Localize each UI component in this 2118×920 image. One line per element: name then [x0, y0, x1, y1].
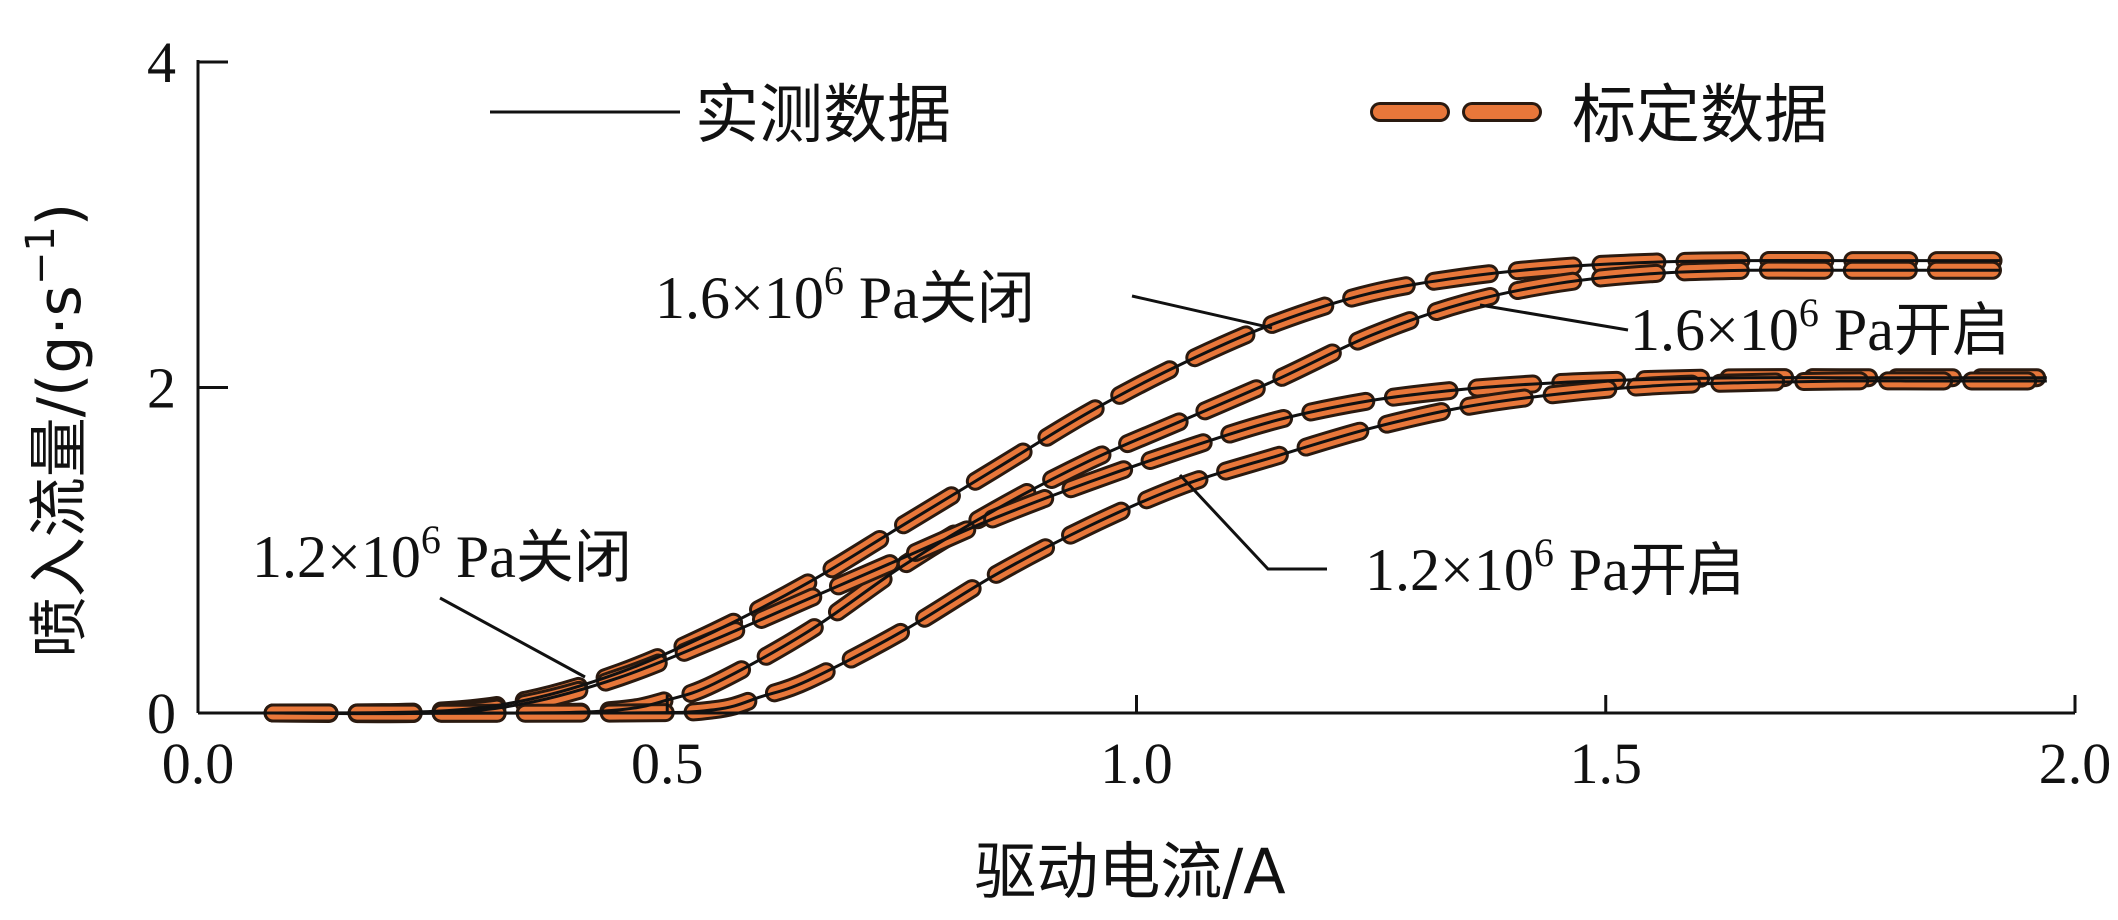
- annot-1-6-open-mantissa: 1.6×10: [1630, 297, 1799, 363]
- annot-1-2-close-state: 关闭: [516, 523, 632, 591]
- annot-1-6-open-state: 开启: [1894, 296, 2010, 364]
- y-axis-title: 喷入流量/(g·s−1): [18, 203, 95, 657]
- svg-text:1.6×106 Pa开启: 1.6×106 Pa开启: [1630, 290, 2010, 364]
- annot-1-2-open-mantissa: 1.2×10: [1365, 537, 1534, 603]
- annotation-1-2-open: 1.2×106 Pa开启: [1178, 473, 1745, 604]
- x-tick-label: 0.5: [631, 731, 704, 796]
- annotation-1-2-close: 1.2×106 Pa关闭: [252, 517, 632, 679]
- annot-1-6-close-exp: 6: [824, 258, 844, 303]
- series-measured-c16_open: [273, 268, 2000, 715]
- y-axis-title-close: ): [25, 203, 95, 226]
- svg-text:1.6×106 Pa关闭: 1.6×106 Pa关闭: [655, 258, 1035, 332]
- legend-measured-label: 实测数据: [695, 79, 951, 153]
- annot-1-2-close-exp: 6: [421, 517, 441, 562]
- y-axis-title-sup: −1: [18, 226, 64, 285]
- plot-area: [263, 250, 2057, 724]
- annot-1-2-close-unit: Pa: [441, 524, 516, 590]
- y-tick-label: 4: [147, 30, 176, 95]
- annot-1-6-close-unit: Pa: [844, 265, 919, 331]
- annot-1-2-open-state: 开启: [1629, 536, 1745, 604]
- x-tick-label: 1.5: [1570, 731, 1643, 796]
- y-axis-title-main: 喷入流量/(g·s: [25, 285, 95, 657]
- annot-1-2-close-mantissa: 1.2×10: [252, 524, 421, 590]
- y-tick-label: 2: [147, 356, 176, 421]
- annot-1-6-close-state: 关闭: [919, 264, 1035, 332]
- y-tick-label: 0: [147, 681, 176, 746]
- axes: 0.0 0.5 1.0 1.5 2.0 0 2 4: [147, 30, 2111, 796]
- annot-1-6-open-unit: Pa: [1819, 297, 1894, 363]
- annot-1-6-close-mantissa: 1.6×10: [655, 265, 824, 331]
- annot-1-6-open-exp: 6: [1799, 290, 1819, 335]
- series-measured-c16_close: [273, 258, 2000, 715]
- series-measured-c12_close: [273, 376, 2047, 716]
- legend: 实测数据 标定数据: [490, 79, 1828, 153]
- annotation-1-6-close: 1.6×106 Pa关闭: [655, 258, 1273, 332]
- x-axis-title: 驱动电流/A: [974, 835, 1285, 908]
- svg-text:1.2×106 Pa关闭: 1.2×106 Pa关闭: [252, 517, 632, 591]
- x-tick-label: 1.0: [1100, 731, 1173, 796]
- annot-1-2-open-exp: 6: [1534, 530, 1554, 575]
- svg-text:1.2×106 Pa开启: 1.2×106 Pa开启: [1365, 530, 1745, 604]
- annotation-1-6-open: 1.6×106 Pa开启: [1479, 290, 2010, 364]
- annot-1-2-open-unit: Pa: [1554, 537, 1629, 603]
- legend-calibrated-label: 标定数据: [1572, 79, 1828, 153]
- x-tick-label: 2.0: [2039, 731, 2112, 796]
- x-tick-label: 0.0: [162, 731, 235, 796]
